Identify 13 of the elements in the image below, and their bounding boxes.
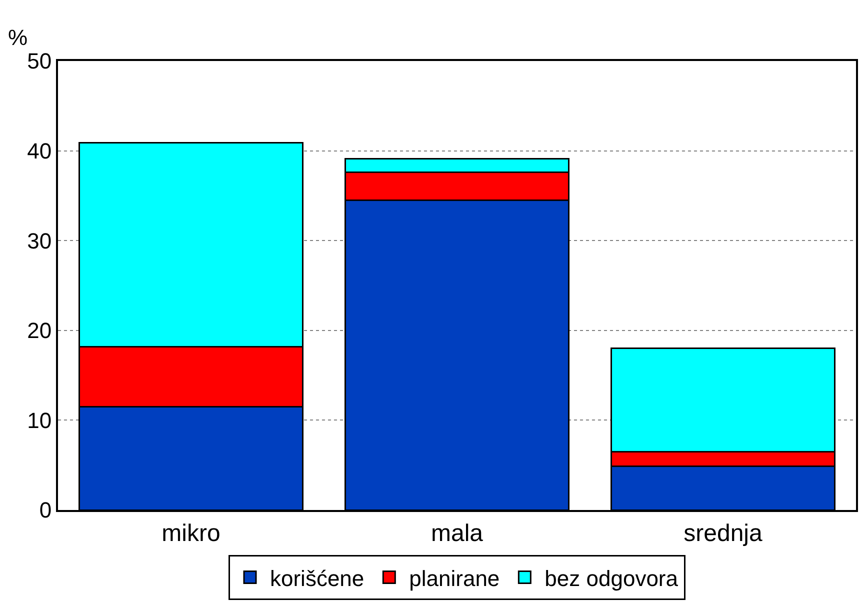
y-tick-label: 30 [27,228,52,254]
y-tick-label: 10 [27,408,52,433]
legend-label: korišćene [270,566,364,591]
y-tick-label: 20 [27,318,52,344]
y-tick-label: 50 [27,48,52,74]
legend-label: bez odgovora [544,566,679,591]
y-tick-label: 0 [39,498,52,523]
x-tick-label: mikro [162,520,220,547]
y-tick-label: 40 [27,138,52,164]
x-tick-label: srednja [684,520,764,547]
y-axis-title: % [8,25,28,50]
legend-label: planirane [409,566,500,591]
x-tick-label: mala [430,520,484,547]
